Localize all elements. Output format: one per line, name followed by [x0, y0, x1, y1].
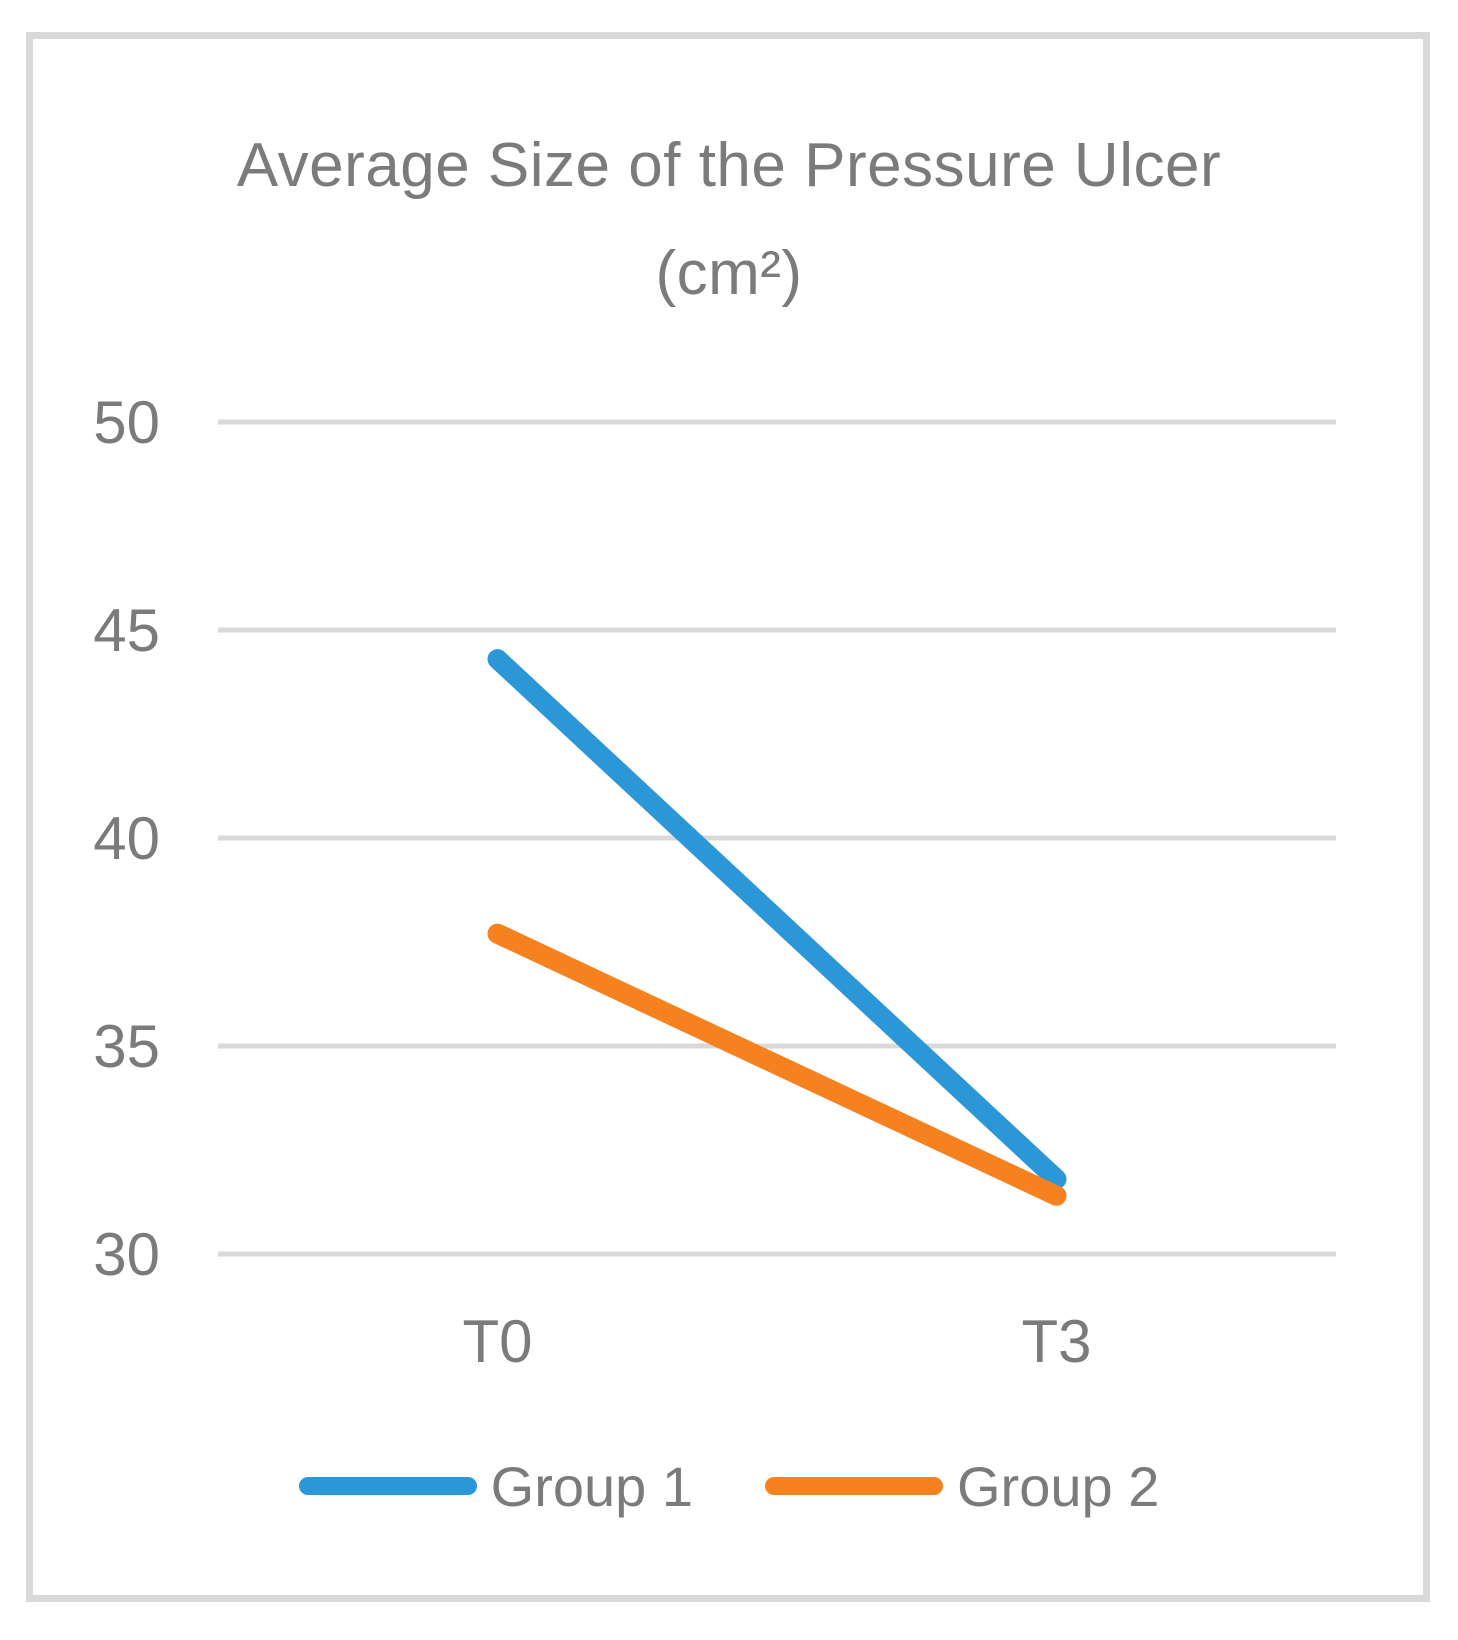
chart-frame-border — [26, 32, 1430, 1602]
series-line-group-2 — [487, 923, 1067, 1206]
legend-line-swatch-group1 — [298, 1477, 477, 1495]
x-tick-label-T0: T0 — [462, 1308, 532, 1375]
y-tick-label-50: 50 — [93, 389, 160, 456]
x-tick-label-T3: T3 — [1021, 1308, 1091, 1375]
legend-item-group2: Group 2 — [765, 1454, 1159, 1519]
y-tick-label-35: 35 — [93, 1013, 160, 1080]
legend-item-group1: Group 1 — [298, 1454, 693, 1519]
y-tick-label-30: 30 — [93, 1221, 160, 1288]
y-tick-label-40: 40 — [93, 805, 160, 872]
y-tick-label-45: 45 — [93, 597, 160, 664]
series-line-group-1 — [487, 649, 1067, 1190]
legend-label-group1: Group 1 — [490, 1454, 693, 1518]
legend-label-group2: Group 2 — [957, 1454, 1160, 1518]
chart-title-line2: (cm²) — [655, 239, 803, 308]
legend-line-swatch-group2 — [765, 1477, 943, 1495]
chart-legend: Group 1 Group 2 — [0, 1444, 1458, 1528]
chart-title-line1: Average Size of the Pressure Ulcer — [236, 131, 1222, 200]
chart-title: Average Size of the Pressure Ulcer (cm²) — [0, 112, 1458, 328]
